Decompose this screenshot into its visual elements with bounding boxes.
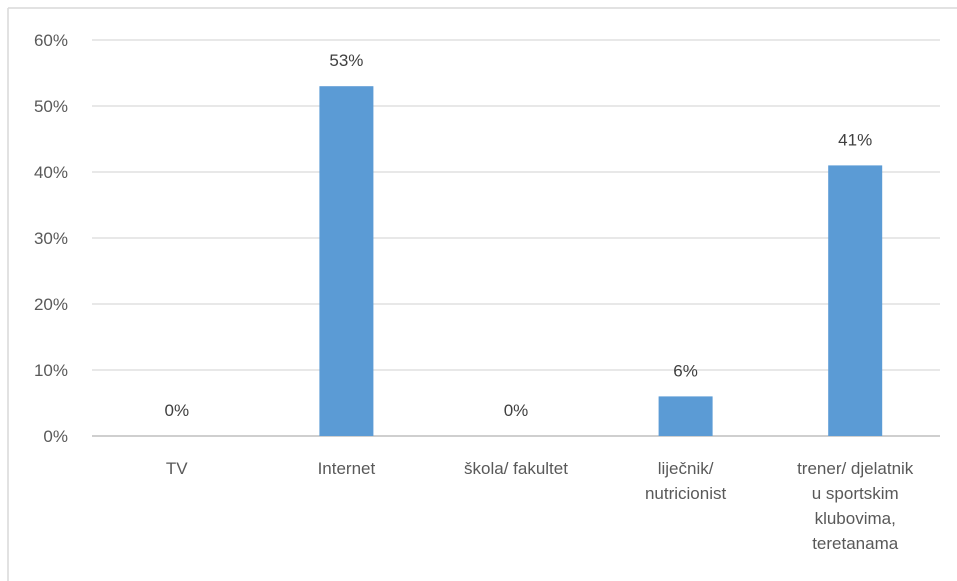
category-label: škola/ fakultet [464, 459, 568, 478]
category-label: teretanama [812, 534, 899, 553]
bar [828, 165, 883, 436]
bar [658, 396, 713, 436]
bars [319, 86, 883, 436]
y-tick-label: 0% [43, 427, 68, 446]
category-label: TV [166, 459, 188, 478]
data-label: 53% [329, 51, 363, 70]
data-label: 0% [165, 401, 190, 420]
y-tick-label: 40% [34, 163, 68, 182]
category-label: nutricionist [645, 484, 727, 503]
y-tick-label: 50% [34, 97, 68, 116]
category-label: u sportskim [812, 484, 899, 503]
category-label: trener/ djelatnik [797, 459, 914, 478]
data-label: 0% [504, 401, 529, 420]
y-axis-tick-labels: 0% 10% 20% 30% 40% 50% 60% [34, 31, 68, 446]
data-label: 41% [838, 130, 872, 149]
gridlines [92, 39, 940, 437]
category-label: Internet [318, 459, 376, 478]
y-tick-label: 20% [34, 295, 68, 314]
y-tick-label: 10% [34, 361, 68, 380]
category-labels: TV Internet škola/ fakultet liječnik/nutric… [166, 459, 914, 553]
category-label: klubovima, [815, 509, 896, 528]
y-tick-label: 60% [34, 31, 68, 50]
category-label: liječnik/ [658, 459, 714, 478]
bar [319, 86, 374, 436]
data-labels: 0% 53% 0% 6% 41% [165, 51, 873, 420]
y-tick-label: 30% [34, 229, 68, 248]
data-label: 6% [673, 361, 698, 380]
